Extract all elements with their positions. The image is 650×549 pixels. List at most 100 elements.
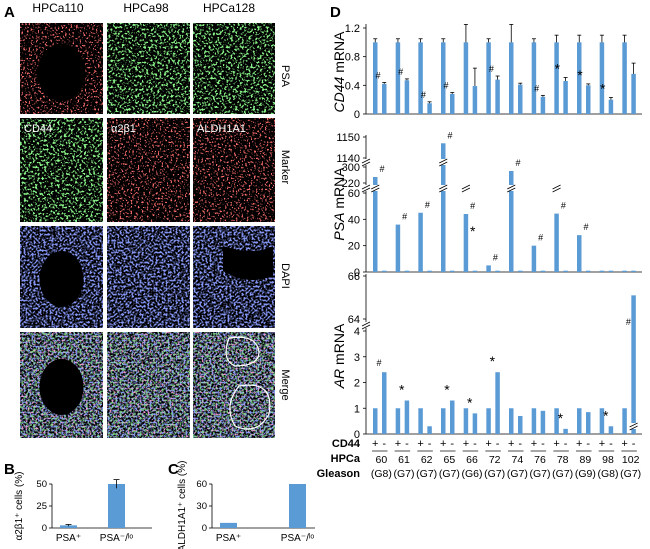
psa-bar-pos-4 — [463, 214, 469, 272]
psa-mark-6: # — [515, 158, 520, 168]
psa-ytick-6-label: 1140 — [336, 153, 360, 165]
ar-bar-pos-5 — [486, 408, 491, 434]
row-label-gleason: Gleason — [317, 468, 361, 480]
psa-bar-pos-1 — [395, 224, 401, 272]
psa-axis-break-1-line-b — [361, 187, 371, 193]
ar-ytick-1-label: 1 — [354, 403, 360, 415]
psa-bar-pos-3 — [441, 143, 446, 272]
hpca-label-1: 61 — [398, 454, 410, 466]
ar-bar-neg-3 — [450, 400, 455, 434]
cd44-bar-neg-6 — [518, 84, 523, 114]
psa-bar-break-a-4-gap — [461, 185, 470, 191]
b-ytick-label-2: 50 — [36, 479, 47, 490]
ar-bar-pos-4 — [463, 408, 469, 434]
b-bar-0 — [60, 525, 77, 528]
b-ytick-label-1: 25 — [36, 501, 47, 512]
psa-ytick-5-label: 300 — [342, 162, 360, 174]
cd44-mark-2: # — [421, 90, 426, 100]
psa-mark-7: # — [538, 233, 543, 243]
psa-bar-break-a-8-line-a — [552, 184, 561, 190]
ar-ytick-5-label: 64 — [348, 314, 360, 326]
gleason-label-1: (G7) — [394, 468, 415, 480]
ar-bar-pos-2 — [418, 408, 423, 434]
psa-bar-break-b-3-line-a — [439, 158, 448, 164]
cd44-bar-pos-1 — [395, 42, 401, 115]
cd44-sign-pos-3: + — [440, 438, 446, 450]
psa-bar-neg-7 — [540, 270, 546, 272]
ar-bar-break-11-line-a — [629, 422, 638, 428]
psa-ytick-4-label: 220 — [342, 178, 360, 190]
psa-bar-break-a-3-gap — [439, 185, 448, 191]
cd44-mark-8: * — [555, 60, 561, 76]
cd44-bar-neg-2 — [427, 103, 432, 114]
ar-ytick-2-label: 2 — [354, 378, 360, 390]
psa-axis-break-2-line-b — [361, 161, 371, 167]
ar-ylabel: AR mRNA — [331, 323, 347, 389]
hpca-label-6: 74 — [511, 454, 523, 466]
ar-bar-neg-9 — [586, 412, 591, 434]
ar-bar-break-11-gap — [629, 423, 638, 429]
ar-bar-pos-8 — [554, 408, 559, 434]
ar-ytick-0-label: 0 — [354, 429, 360, 441]
marker-label-hpca110: CD44 — [24, 123, 52, 135]
psa-bar-pos-0 — [373, 177, 378, 272]
ar-mark-8: * — [558, 410, 564, 426]
cd44-mark-7: # — [534, 83, 539, 93]
psa-bar-neg-1 — [404, 270, 410, 272]
psa-bar-pos-5 — [486, 265, 491, 272]
gleason-label-5: (G7) — [484, 468, 505, 480]
psa-bar-break-a-3-line-a — [439, 184, 448, 190]
psa-ytick-1-label: 20 — [348, 241, 360, 253]
ar-bar-pos-0 — [373, 408, 378, 434]
psa-bar-neg-8 — [563, 270, 568, 272]
image-tile-dapi-hpca110 — [20, 226, 103, 328]
cd44-bar-pos-6 — [509, 42, 514, 115]
psa-axis-break-1-line-a — [361, 184, 371, 190]
ar-bar-pos-7 — [531, 408, 537, 434]
image-tile-psa-hpca98 — [107, 23, 190, 114]
hpca-label-5: 72 — [489, 454, 501, 466]
psa-bar-pos-7 — [531, 245, 537, 272]
psa-bar-neg-0 — [382, 270, 387, 272]
psa-bar-neg-6 — [518, 270, 523, 272]
row-label-cd44: CD44 — [332, 438, 361, 450]
cd44-bar-pos-4 — [463, 42, 469, 115]
b-category-0: PSA⁺ — [56, 533, 81, 544]
cd44-bar-pos-9 — [577, 42, 582, 115]
ar-bar-neg-11 — [631, 295, 636, 434]
psa-bar-pos-8 — [554, 213, 559, 272]
gleason-label-7: (G7) — [530, 468, 551, 480]
gleason-label-11: (G7) — [620, 468, 641, 480]
cd44-sign-pos-0: + — [372, 438, 378, 450]
gleason-label-2: (G7) — [416, 468, 437, 480]
psa-bar-break-a-4-line-a — [461, 184, 471, 190]
panel-letter-a: A — [4, 4, 15, 21]
cd44-bar-neg-8 — [563, 81, 568, 114]
ar-bar-pos-11 — [622, 408, 627, 434]
cd44-mark-3: # — [443, 81, 448, 91]
cd44-bar-pos-8 — [554, 42, 559, 115]
psa-bar-neg-10 — [608, 270, 614, 272]
ar-bar-pos-9 — [577, 408, 582, 434]
psa-ylabel: PSA mRNA — [331, 167, 347, 241]
ar-mark-1: * — [399, 382, 405, 398]
psa-bar-pos-9 — [577, 235, 582, 272]
psa-mark-3: # — [447, 130, 452, 140]
psa-ytick-3-label: 60 — [348, 188, 360, 200]
hpca-label-8: 78 — [557, 454, 569, 466]
ar-bar-neg-10 — [608, 426, 614, 434]
psa-ytick-7-label: 1150 — [336, 132, 360, 144]
psa-bar-break-a-6-gap — [507, 185, 516, 191]
marker-label-hpca128: ALDH1A1 — [197, 123, 246, 135]
cd44-bar-pos-11 — [622, 42, 627, 115]
psa-axis-break-2-line-a — [361, 158, 371, 164]
image-tile-merge-hpca98 — [107, 332, 190, 438]
row-label-hpca: HPCa — [331, 453, 361, 465]
cd44-mark-9: * — [577, 67, 583, 83]
psa-bar-neg-4 — [472, 270, 478, 272]
gleason-label-6: (G7) — [507, 468, 528, 480]
image-tile-marker-hpca110: CD44 — [20, 118, 103, 222]
cd44-mark-5: # — [489, 64, 494, 74]
